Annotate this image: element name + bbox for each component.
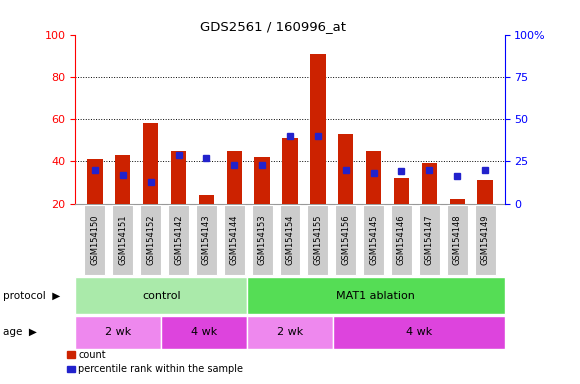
Text: GSM154143: GSM154143 [202,215,211,265]
FancyBboxPatch shape [363,205,384,275]
FancyBboxPatch shape [140,205,161,275]
FancyBboxPatch shape [252,205,273,275]
Text: GSM154154: GSM154154 [285,215,295,265]
Bar [394,178,409,204]
Bar [227,151,242,204]
Legend: count, percentile rank within the sample: count, percentile rank within the sample [63,346,247,378]
Bar [115,155,130,204]
Bar [366,151,381,204]
Text: age  ▶: age ▶ [3,327,37,337]
FancyBboxPatch shape [335,205,356,275]
FancyBboxPatch shape [196,205,217,275]
Bar [338,134,353,204]
Bar [199,195,214,204]
FancyBboxPatch shape [75,277,247,314]
Text: GSM154156: GSM154156 [341,215,350,265]
FancyBboxPatch shape [247,316,333,349]
Text: GSM154155: GSM154155 [313,215,322,265]
Bar [255,157,270,204]
Bar [143,123,158,204]
Text: 2 wk: 2 wk [105,327,132,337]
Bar [310,53,325,204]
FancyBboxPatch shape [224,205,245,275]
Bar [422,164,437,204]
Text: control: control [142,291,180,301]
Text: GSM154147: GSM154147 [425,215,434,265]
Text: GSM154146: GSM154146 [397,215,406,265]
Text: GSM154142: GSM154142 [174,215,183,265]
Text: GSM154145: GSM154145 [369,215,378,265]
Text: GSM154149: GSM154149 [481,215,490,265]
Text: GSM154151: GSM154151 [118,215,127,265]
FancyBboxPatch shape [113,205,133,275]
Text: MAT1 ablation: MAT1 ablation [336,291,415,301]
FancyBboxPatch shape [168,205,189,275]
FancyBboxPatch shape [247,277,505,314]
Text: 2 wk: 2 wk [277,327,303,337]
Bar [171,151,186,204]
Text: protocol  ▶: protocol ▶ [3,291,60,301]
FancyBboxPatch shape [333,316,505,349]
FancyBboxPatch shape [280,205,300,275]
Text: 4 wk: 4 wk [191,327,218,337]
Bar [477,180,493,204]
FancyBboxPatch shape [447,205,467,275]
FancyBboxPatch shape [474,205,495,275]
FancyBboxPatch shape [161,316,247,349]
FancyBboxPatch shape [419,205,440,275]
FancyBboxPatch shape [391,205,412,275]
Text: GSM154144: GSM154144 [230,215,239,265]
Text: GSM154150: GSM154150 [90,215,99,265]
FancyBboxPatch shape [307,205,328,275]
Text: GSM154152: GSM154152 [146,215,155,265]
FancyBboxPatch shape [85,205,106,275]
Bar [450,199,465,204]
Text: 4 wk: 4 wk [405,327,432,337]
Text: GDS2561 / 160996_at: GDS2561 / 160996_at [200,20,346,33]
FancyBboxPatch shape [75,316,161,349]
Bar [87,159,103,204]
Bar [282,138,298,204]
Text: GSM154153: GSM154153 [258,215,267,265]
Text: GSM154148: GSM154148 [453,215,462,265]
